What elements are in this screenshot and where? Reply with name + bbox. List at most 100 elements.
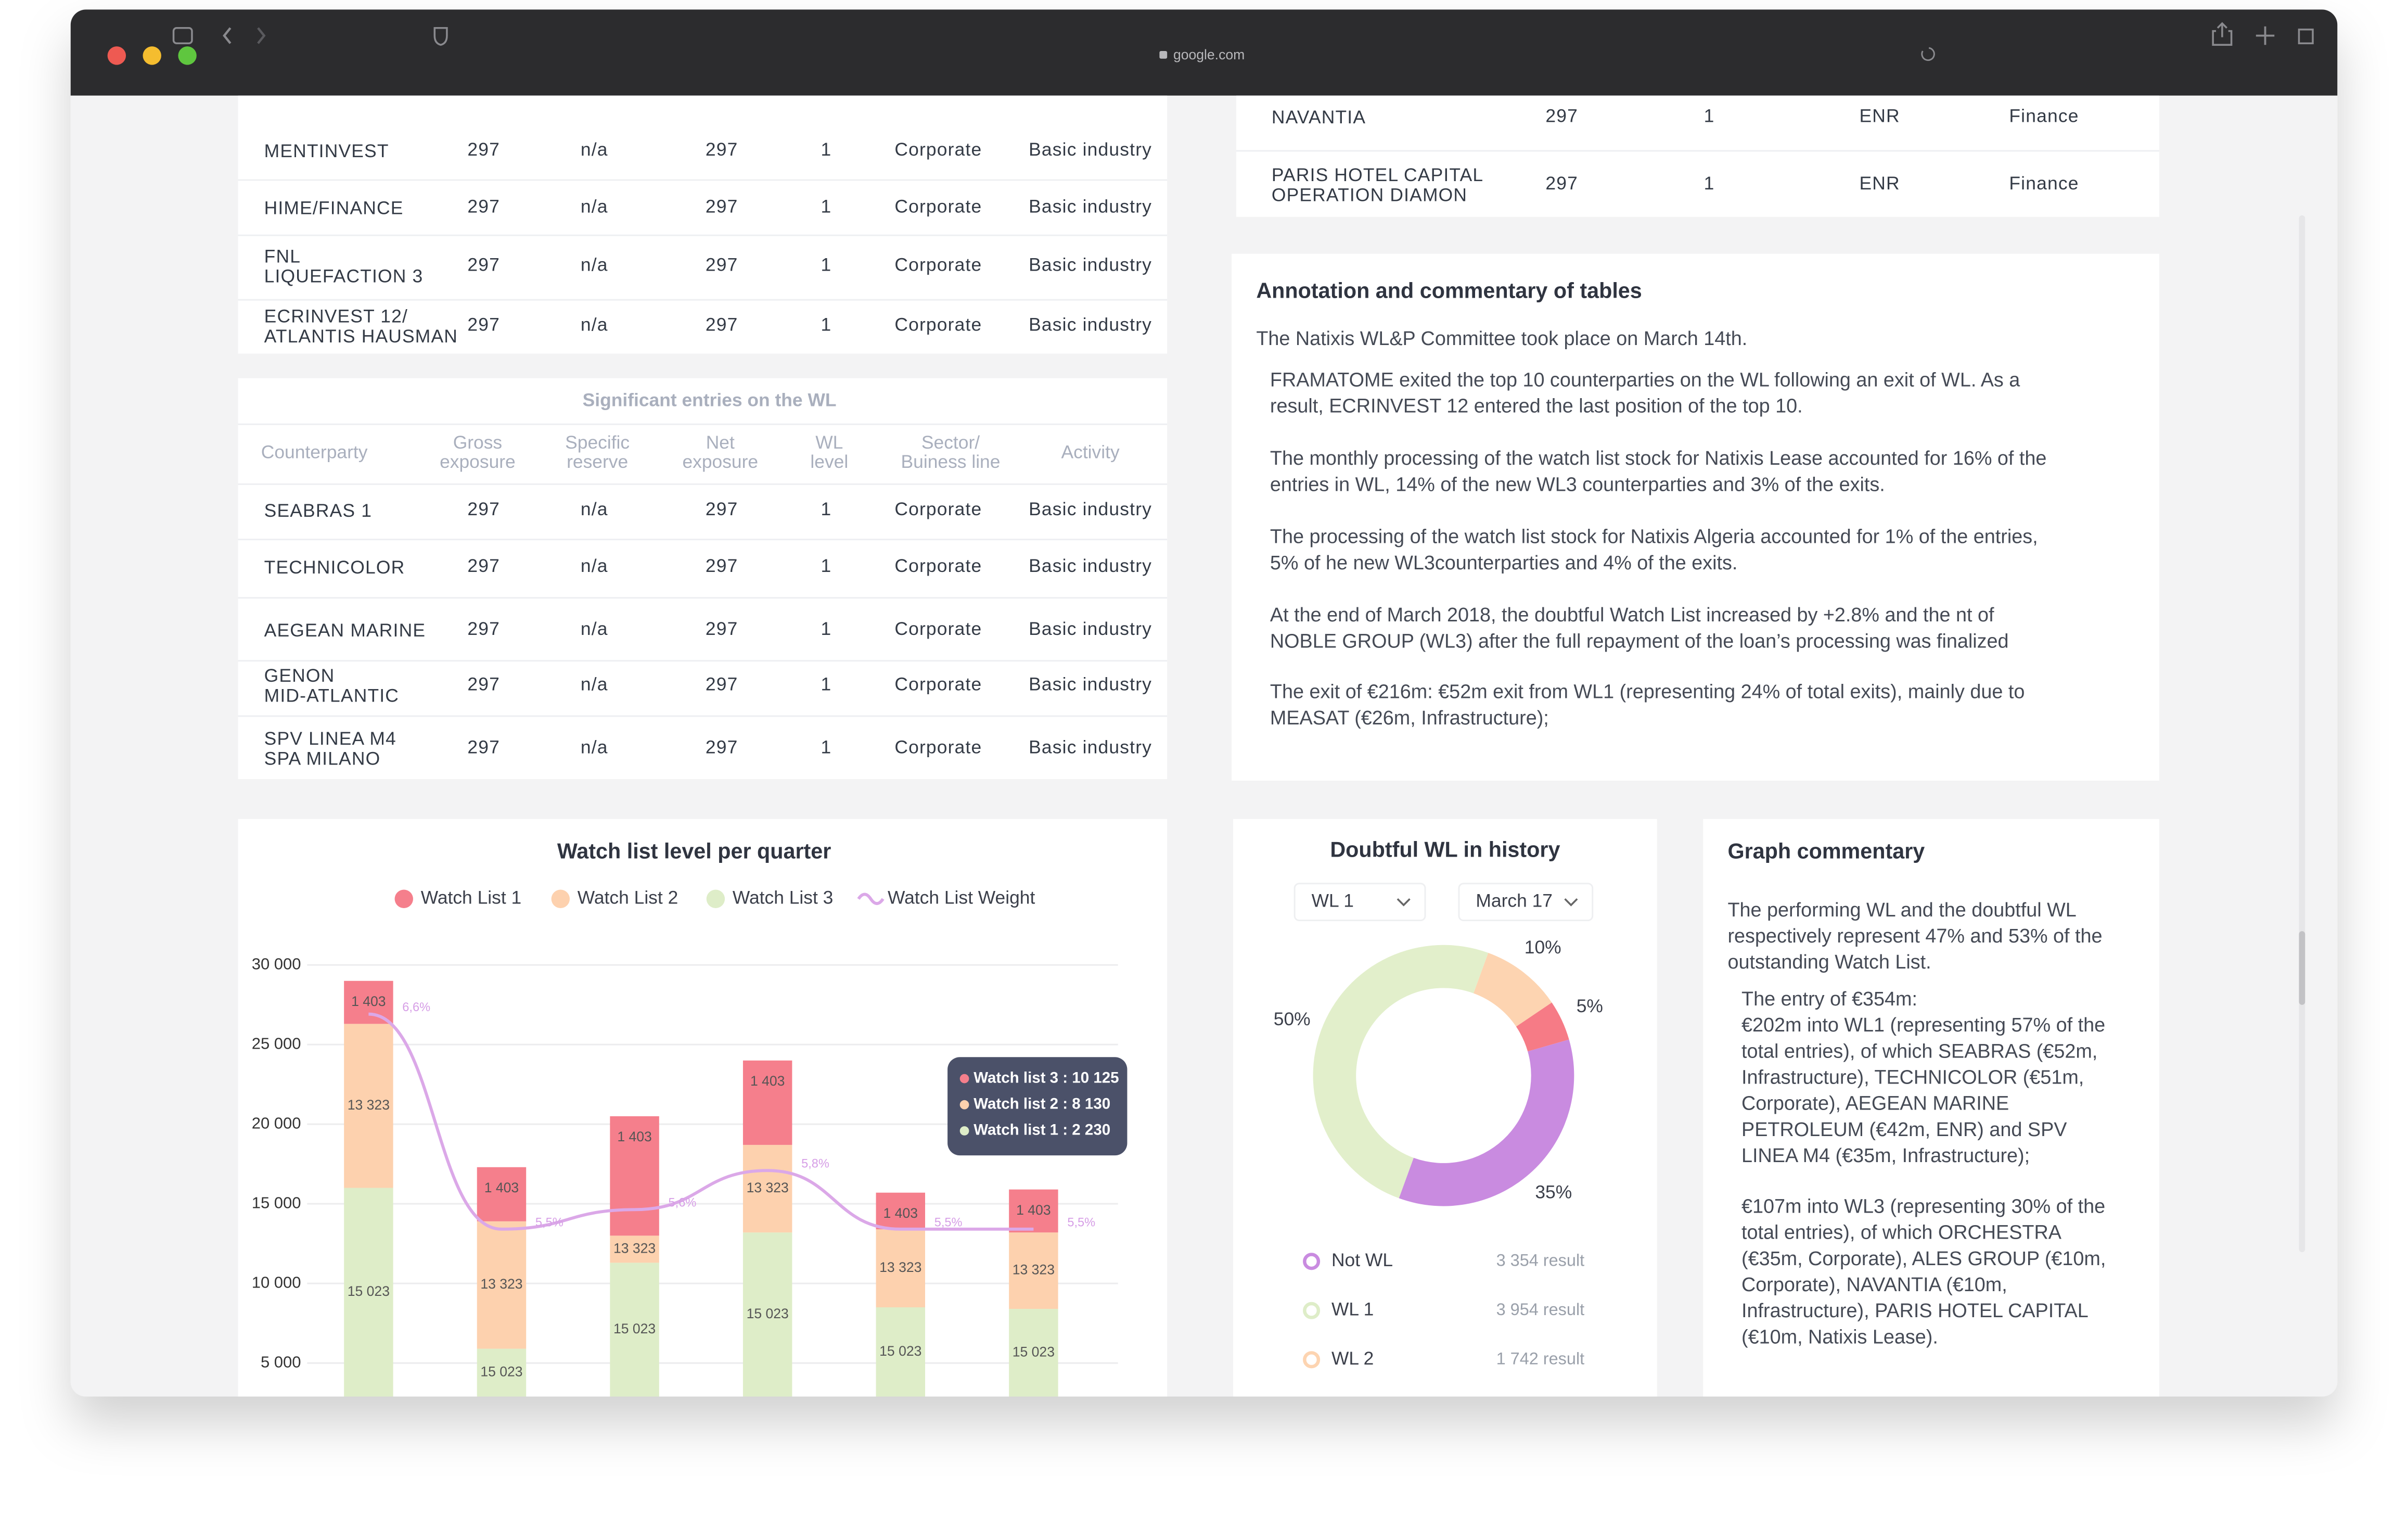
segment-label: 13 323 <box>613 1240 656 1256</box>
legend-label: Watch List 3 <box>733 887 834 908</box>
table-cell: 297 <box>706 736 738 757</box>
minimize-button[interactable] <box>143 46 161 65</box>
annotation-panel <box>1232 253 2159 781</box>
column-header: level <box>810 451 848 472</box>
table-cell: Corporate <box>894 254 982 275</box>
table-cell: n/a <box>581 314 608 335</box>
dropdown[interactable] <box>1293 883 1426 922</box>
url[interactable]: google.com <box>1173 47 1245 62</box>
column-header: Activity <box>1061 442 1120 463</box>
counterparty-name: MID-ATLANTIC <box>264 685 399 706</box>
weight-label: 5,5% <box>1067 1216 1095 1229</box>
bar-segment <box>1009 1232 1058 1309</box>
legend-label: WL 1 <box>1331 1299 1374 1320</box>
column-header: exposure <box>440 451 516 472</box>
tooltip <box>947 1057 1128 1156</box>
counterparty-name: HIME/FINANCE <box>264 197 404 218</box>
legend-marker <box>394 889 413 908</box>
table-cell: Basic industry <box>1029 618 1152 639</box>
tabs-button[interactable] <box>2298 28 2314 45</box>
segment-label: 13 323 <box>480 1276 522 1292</box>
segment-label: 1 403 <box>883 1205 918 1221</box>
segment-label: 15 023 <box>1013 1344 1055 1359</box>
tooltip-marker <box>959 1126 969 1136</box>
back-button[interactable] <box>223 27 232 44</box>
tooltip-marker <box>959 1074 969 1084</box>
bar-segment <box>876 1192 926 1230</box>
new-tab-button[interactable] <box>2256 26 2275 45</box>
counterparty-name: TECHNICOLOR <box>264 557 405 578</box>
table-cell: 1 <box>821 736 831 757</box>
chart-title: Watch list level per quarter <box>557 839 831 863</box>
sidebar-icon[interactable] <box>172 27 193 45</box>
table-cell: n/a <box>581 618 608 639</box>
legend-marker <box>706 889 725 908</box>
table-cell: Corporate <box>894 555 982 576</box>
donut-slice <box>1399 1039 1574 1206</box>
paragraph-line: entries in WL, 14% of the new WL3 counte… <box>1270 474 1885 495</box>
table-cell: 297 <box>1545 105 1578 126</box>
share-button[interactable] <box>2212 22 2233 46</box>
shield-icon[interactable] <box>433 27 448 46</box>
table-cell: 1 <box>821 618 831 639</box>
donut-slice <box>1516 1002 1569 1052</box>
y-tick-label: 15 000 <box>252 1193 301 1212</box>
y-tick-label: 10 000 <box>252 1273 301 1291</box>
table-cell: 297 <box>706 314 738 335</box>
chart-title: Doubtful WL in history <box>1330 838 1560 862</box>
paragraph-line: result, ECRINVEST 12 entered the last po… <box>1270 396 1803 417</box>
counterparty-name: ECRINVEST 12/ <box>264 305 408 326</box>
table-cell: 1 <box>821 254 831 275</box>
bar-segment <box>1009 1189 1058 1233</box>
zoom-button[interactable] <box>178 46 197 65</box>
bar-segment <box>876 1307 926 1397</box>
table-cell: 297 <box>706 555 738 576</box>
table-cell: 297 <box>1545 173 1578 194</box>
table-cell: Finance <box>2009 173 2079 194</box>
segment-label: 1 403 <box>1016 1202 1051 1218</box>
table-cell: 297 <box>467 673 500 694</box>
column-header: Counterparty <box>261 442 368 463</box>
paragraph-line: (€35m, Corporate), ALES GROUP (€10m, <box>1741 1248 2106 1270</box>
weight-label: 5,8% <box>801 1157 829 1171</box>
table-cell: 1 <box>1704 105 1715 126</box>
legend-label: Watch List 1 <box>421 887 522 908</box>
segment-label: 1 403 <box>484 1180 519 1195</box>
paragraph-line: NOBLE GROUP (WL3) after the full repayme… <box>1270 630 2009 652</box>
table-cell: n/a <box>581 196 608 216</box>
bar-segment <box>344 1024 393 1188</box>
scrollbar-thumb[interactable] <box>2299 931 2305 1005</box>
paragraph-line: €107m into WL3 (representing 30% of the <box>1741 1196 2105 1218</box>
close-button[interactable] <box>107 46 126 65</box>
table-cell: n/a <box>581 555 608 576</box>
bar-segment <box>477 1221 527 1349</box>
dropdown[interactable] <box>1458 883 1594 922</box>
table-cell: Basic industry <box>1029 196 1152 216</box>
weight-label: 6,6% <box>402 1001 430 1014</box>
tooltip-text: Watch list 1 : 2 230 <box>974 1122 1110 1139</box>
donut-slice <box>1473 952 1552 1027</box>
column-header: Specific <box>565 432 630 453</box>
table-cell: 297 <box>467 139 500 160</box>
table-cell: Basic industry <box>1029 736 1152 757</box>
table-cell: 297 <box>467 254 500 275</box>
table-cell: 297 <box>706 254 738 275</box>
panel-title: Annotation and commentary of tables <box>1256 278 1642 302</box>
bar-segment <box>610 1235 659 1263</box>
y-tick-label: 30 000 <box>252 954 301 973</box>
reload-button[interactable] <box>1921 47 1935 61</box>
legend-label: Watch List Weight <box>888 887 1035 908</box>
table-cell: Basic industry <box>1029 139 1152 160</box>
table-cell: n/a <box>581 736 608 757</box>
table-cell: n/a <box>581 673 608 694</box>
column-header: Buiness line <box>901 451 1001 472</box>
forward-button[interactable] <box>257 27 266 44</box>
table-cell: Finance <box>2009 105 2079 126</box>
table-cell: 297 <box>706 673 738 694</box>
paragraph-line: The entry of €354m: <box>1741 988 1917 1010</box>
paragraph-line: Infrastructure), PARIS HOTEL CAPITAL <box>1741 1300 2089 1322</box>
legend-label: Watch List 2 <box>578 887 678 908</box>
page-content: MENTINVEST 297 n/a 297 1 Corporate Basic indus… <box>238 95 2305 1397</box>
